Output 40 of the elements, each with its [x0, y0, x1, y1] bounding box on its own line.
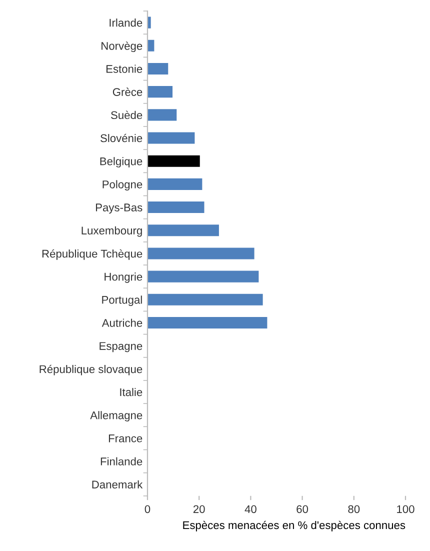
- y-tick-label: Danemark: [92, 480, 143, 488]
- bar: [147, 109, 177, 121]
- y-tick-label: Norvège: [102, 42, 142, 52]
- bar: [147, 224, 219, 236]
- y-tick-label: Espagne: [100, 342, 142, 352]
- y-tick-label: Hongrie: [104, 272, 142, 283]
- y-tick-label: République Tchèque: [42, 249, 142, 260]
- y-tick-label: Pays-Bas: [96, 204, 142, 214]
- x-axis-title: Espèces menacées en % d'espèces connues: [183, 520, 406, 532]
- y-tick-label: Allemagne: [90, 411, 142, 422]
- y-tick-label: Estonie: [106, 64, 142, 73]
- y-tick-label: France: [108, 434, 142, 442]
- bar: [147, 316, 268, 328]
- bar: [147, 86, 173, 98]
- y-tick-label: Slovénie: [100, 134, 142, 142]
- x-tick-label: 40: [244, 505, 256, 514]
- y-tick-label: Belgique: [100, 157, 142, 168]
- y-tick-label: Italie: [120, 388, 142, 396]
- bar: [147, 294, 263, 306]
- y-tick-label: République slovaque: [40, 364, 142, 376]
- x-tick-label: 60: [296, 505, 308, 514]
- x-tick-label: 20: [193, 505, 205, 514]
- y-tick-label: Irlande: [110, 18, 142, 27]
- y-tick-label: Pologne: [102, 180, 142, 191]
- y-tick-label: Finlande: [100, 457, 142, 466]
- bar: [147, 270, 259, 282]
- y-tick-label: Luxembourg: [82, 226, 142, 237]
- bar: [147, 132, 195, 144]
- y-tick-label: Portugal: [102, 296, 142, 306]
- x-tick-label: 0: [144, 505, 150, 514]
- bar: [147, 248, 254, 260]
- y-tick-label: Autriche: [102, 318, 142, 327]
- y-tick-label: Grèce: [112, 88, 142, 96]
- bar: [147, 202, 204, 214]
- y-tick-label: Suède: [111, 110, 142, 120]
- bar: [147, 178, 202, 190]
- bar: [147, 62, 168, 75]
- x-tick-label: 100: [397, 505, 414, 514]
- x-tick-label: 80: [348, 505, 360, 514]
- bar: [147, 155, 200, 167]
